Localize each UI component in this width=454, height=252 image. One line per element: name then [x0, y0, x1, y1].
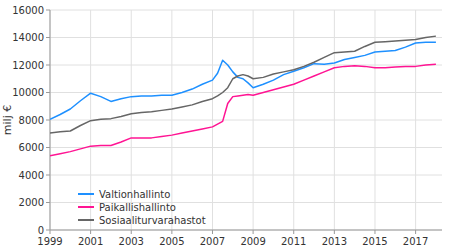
- y-grid-line: [50, 120, 442, 121]
- y-tick: [46, 202, 50, 203]
- legend-item: Sosiaaliturvarahastot: [78, 215, 206, 226]
- y-grid-line: [50, 175, 442, 176]
- y-axis-label: milj €: [1, 105, 14, 135]
- x-tick: [253, 230, 254, 234]
- y-tick-label: 16000: [12, 5, 44, 16]
- x-tick: [334, 230, 335, 234]
- y-grid-line: [50, 10, 442, 11]
- x-tick-label: 2005: [159, 236, 184, 247]
- grid: [50, 10, 442, 230]
- chart: 0 2000 4000 6000 8000 10000 12000 14000 16000 199…: [0, 0, 454, 252]
- x-grid-line: [293, 10, 294, 230]
- x-tick: [415, 230, 416, 234]
- x-tick-label: 2011: [281, 236, 306, 247]
- y-tick: [46, 147, 50, 148]
- y-tick: [46, 230, 50, 231]
- y-grid-line: [50, 92, 442, 93]
- x-tick: [374, 230, 375, 234]
- x-tick-label: 2015: [362, 236, 387, 247]
- legend-label: Sosiaaliturvarahastot: [99, 215, 206, 226]
- series-line: [50, 42, 436, 119]
- x-grid-line: [334, 10, 335, 230]
- y-tick-label: 0: [38, 225, 44, 236]
- y-tick: [46, 92, 50, 93]
- y-tick: [46, 120, 50, 121]
- x-tick: [50, 230, 51, 234]
- y-tick: [46, 65, 50, 66]
- y-tick: [46, 10, 50, 11]
- y-grid-line: [50, 37, 442, 38]
- legend-label: Paikallishallinto: [99, 202, 176, 213]
- x-grid-line: [50, 10, 51, 230]
- x-grid-line: [171, 10, 172, 230]
- series-lines: [50, 36, 436, 156]
- x-tick: [171, 230, 172, 234]
- x-tick-label: 2001: [78, 236, 103, 247]
- x-tick-label: 2009: [240, 236, 265, 247]
- x-grid-line: [212, 10, 213, 230]
- y-tick-label: 14000: [12, 32, 44, 43]
- y-tick: [46, 175, 50, 176]
- axes: 0 2000 4000 6000 8000 10000 12000 14000 16000 199…: [12, 5, 442, 248]
- x-tick: [90, 230, 91, 234]
- y-tick-label: 4000: [19, 170, 44, 181]
- y-tick-label: 12000: [12, 60, 44, 71]
- series-line: [50, 36, 436, 133]
- legend-item: Valtionhallinto: [78, 189, 170, 200]
- x-tick-label: 2007: [200, 236, 225, 247]
- legend-item: Paikallishallinto: [78, 202, 176, 213]
- y-tick-label: 2000: [19, 197, 44, 208]
- x-tick-label: 2013: [322, 236, 347, 247]
- x-axis-line: [50, 230, 442, 231]
- legend-swatch: [78, 206, 94, 208]
- x-tick-label: 1999: [37, 236, 62, 247]
- y-tick-label: 10000: [12, 87, 44, 98]
- x-tick-label: 2003: [119, 236, 144, 247]
- y-tick: [46, 37, 50, 38]
- y-tick-label: 8000: [19, 115, 44, 126]
- y-grid-line: [50, 147, 442, 148]
- legend-swatch: [78, 219, 94, 221]
- y-grid-line: [50, 65, 442, 66]
- x-tick: [293, 230, 294, 234]
- x-grid-line: [253, 10, 254, 230]
- y-tick-label: 6000: [19, 142, 44, 153]
- legend-label: Valtionhallinto: [99, 189, 170, 200]
- y-axis-line: [50, 10, 51, 230]
- series-line: [50, 64, 436, 155]
- legend-swatch: [78, 193, 94, 195]
- y-grid-line: [50, 230, 442, 231]
- x-tick: [131, 230, 132, 234]
- legend: Valtionhallinto Paikallishallinto Sosiaali…: [78, 189, 206, 226]
- x-tick: [212, 230, 213, 234]
- x-tick-label: 2017: [403, 236, 428, 247]
